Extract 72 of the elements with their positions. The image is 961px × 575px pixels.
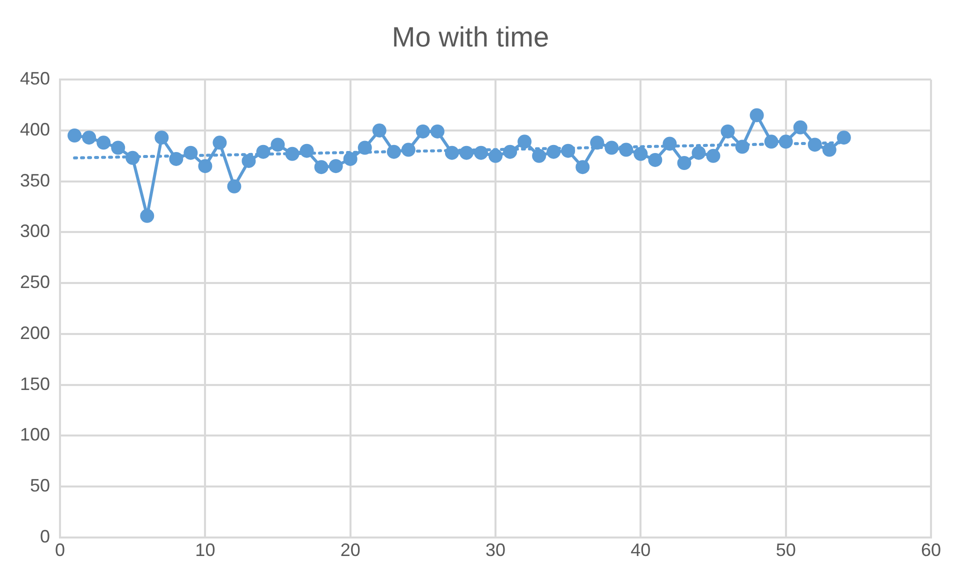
point (764, 134, 778, 149)
point (96, 136, 111, 150)
point (634, 146, 648, 161)
y-tick-label: 300 (20, 221, 50, 242)
point (532, 148, 546, 163)
x-tick-label: 30 (486, 540, 506, 560)
point (212, 136, 227, 150)
point (140, 208, 154, 223)
point (82, 130, 96, 145)
point (778, 134, 793, 149)
point (518, 134, 532, 149)
point (198, 159, 212, 174)
point (822, 142, 836, 157)
point (576, 160, 590, 174)
y-tick-label: 50 (30, 476, 50, 496)
y-tick-label: 250 (20, 272, 50, 292)
x-tick-label: 60 (920, 540, 942, 560)
y-tick-label: 450 (20, 68, 50, 89)
point (720, 124, 735, 138)
point (386, 144, 401, 159)
y-tick-label: 200 (20, 322, 50, 343)
y-tick-label: 350 (20, 170, 50, 190)
x-tick-label: 0 (55, 540, 66, 560)
point (836, 130, 851, 145)
point (68, 128, 82, 143)
point (314, 160, 328, 174)
point (169, 152, 184, 166)
point (503, 144, 518, 159)
point (358, 140, 372, 155)
point (126, 150, 140, 165)
point (242, 154, 256, 168)
point (401, 142, 416, 157)
point (808, 138, 822, 152)
chart-title: Mo with time (392, 22, 550, 53)
point (444, 146, 459, 160)
point (619, 142, 634, 157)
point (285, 146, 300, 161)
x-tick-label: 40 (630, 540, 651, 560)
point (735, 140, 750, 154)
point (328, 159, 343, 174)
point (488, 148, 503, 163)
point (459, 146, 474, 160)
point (474, 146, 488, 160)
x-tick-label: 50 (776, 540, 796, 560)
point (184, 146, 198, 160)
point (270, 138, 285, 152)
point (372, 123, 386, 138)
point (256, 144, 270, 159)
point (604, 140, 619, 155)
y-tick-label: 150 (20, 374, 50, 394)
point (561, 144, 576, 158)
x-tick-label: 20 (340, 540, 360, 560)
point (227, 179, 242, 194)
point (648, 152, 662, 167)
point (692, 146, 706, 160)
point (750, 108, 764, 122)
x-tick-label: 10 (195, 540, 216, 560)
point (546, 144, 561, 159)
point (590, 136, 604, 150)
point (706, 148, 720, 163)
point (430, 124, 444, 138)
y-tick-label: 100 (20, 424, 50, 445)
point (677, 156, 692, 170)
point (300, 144, 314, 158)
point (662, 136, 677, 151)
point (343, 152, 358, 166)
point (154, 130, 169, 145)
y-tick-label: 0 (40, 526, 50, 546)
point (416, 124, 430, 138)
point (793, 120, 808, 134)
point (111, 140, 126, 155)
y-tick-label: 400 (20, 119, 50, 140)
